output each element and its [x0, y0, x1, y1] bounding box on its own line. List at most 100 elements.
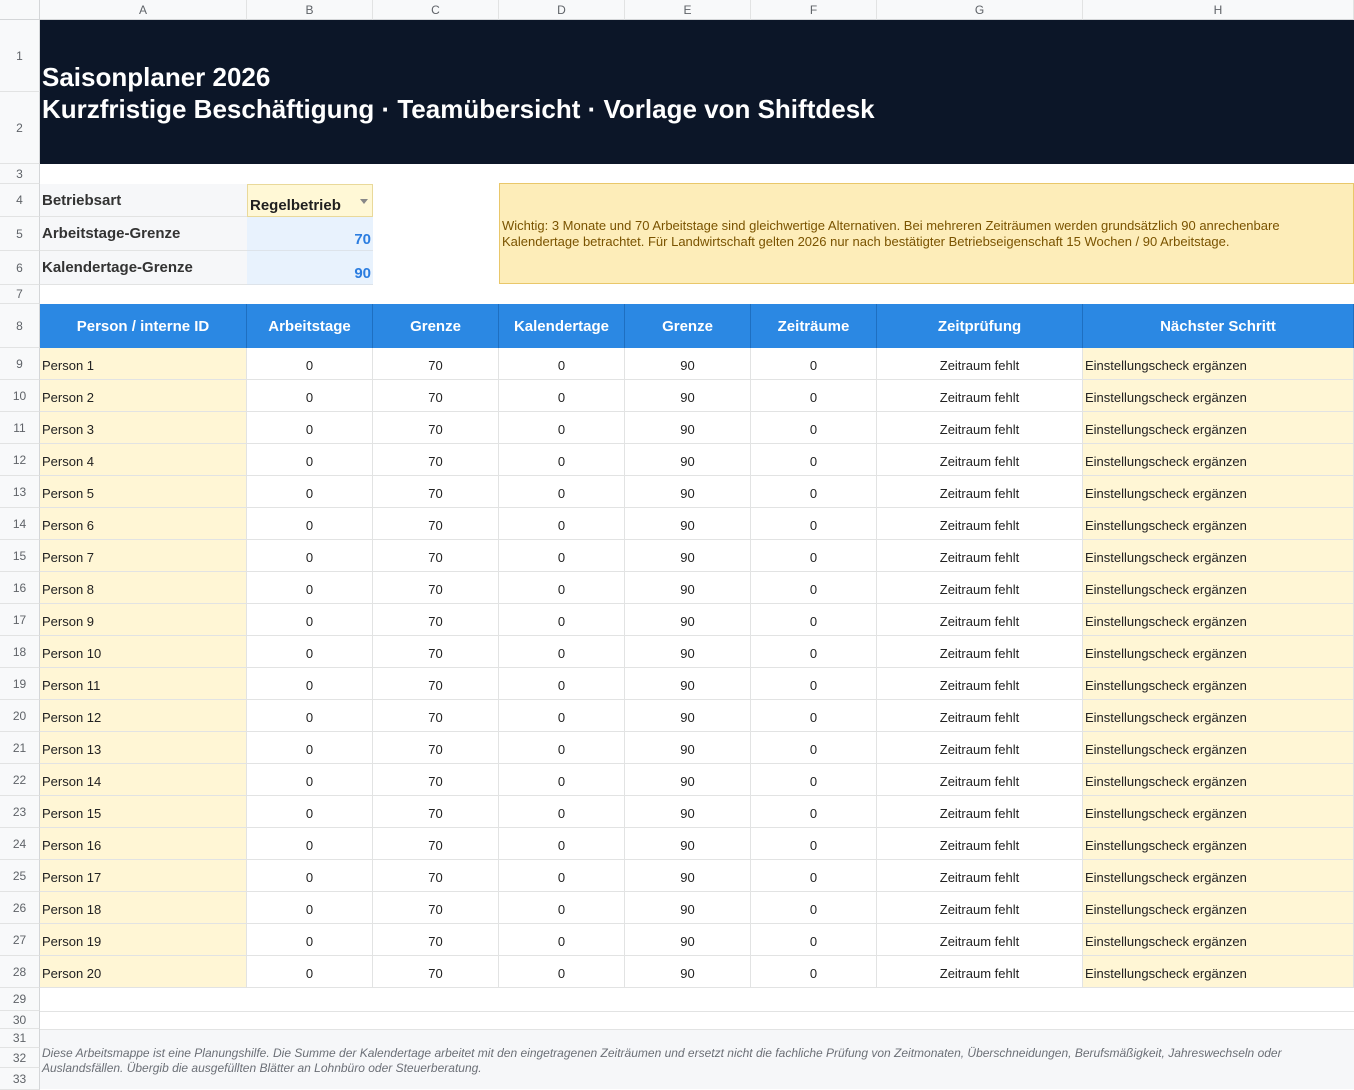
- zeitpruefung-cell[interactable]: Zeitraum fehlt: [877, 956, 1083, 988]
- table-header-b[interactable]: Arbeitstage: [247, 304, 373, 348]
- zeitpruefung-cell[interactable]: Zeitraum fehlt: [877, 412, 1083, 444]
- row-header-19[interactable]: 19: [0, 668, 40, 700]
- zeitpruefung-cell[interactable]: Zeitraum fehlt: [877, 604, 1083, 636]
- person-id-cell[interactable]: Person 2: [40, 380, 247, 412]
- arbeitstage-grenze-cell[interactable]: 70: [373, 700, 499, 732]
- kalendertage-cell[interactable]: 0: [499, 636, 625, 668]
- zeitpruefung-cell[interactable]: Zeitraum fehlt: [877, 732, 1083, 764]
- naechster-schritt-cell[interactable]: Einstellungscheck ergänzen: [1083, 572, 1354, 604]
- arbeitstage-grenze-cell[interactable]: 70: [373, 764, 499, 796]
- naechster-schritt-cell[interactable]: Einstellungscheck ergänzen: [1083, 380, 1354, 412]
- naechster-schritt-cell[interactable]: Einstellungscheck ergänzen: [1083, 668, 1354, 700]
- kalendertage-cell[interactable]: 0: [499, 476, 625, 508]
- select-all-corner[interactable]: [0, 0, 40, 20]
- naechster-schritt-cell[interactable]: Einstellungscheck ergänzen: [1083, 796, 1354, 828]
- zeitpruefung-cell[interactable]: Zeitraum fehlt: [877, 540, 1083, 572]
- row-header-18[interactable]: 18: [0, 636, 40, 668]
- kalendertage-cell[interactable]: 0: [499, 348, 625, 380]
- arbeitstage-grenze-value[interactable]: 70: [247, 217, 373, 251]
- kalendertage-cell[interactable]: 0: [499, 572, 625, 604]
- arbeitstage-cell[interactable]: 0: [247, 956, 373, 988]
- column-header-b[interactable]: B: [247, 0, 373, 20]
- row-header-24[interactable]: 24: [0, 828, 40, 860]
- betriebsart-dropdown[interactable]: Regelbetrieb: [247, 184, 373, 217]
- zeitraeume-cell[interactable]: 0: [751, 572, 877, 604]
- row-header-25[interactable]: 25: [0, 860, 40, 892]
- kalendertage-cell[interactable]: 0: [499, 604, 625, 636]
- kalendertage-grenze-cell[interactable]: 90: [625, 540, 751, 572]
- kalendertage-grenze-cell[interactable]: 90: [625, 380, 751, 412]
- kalendertage-cell[interactable]: 0: [499, 828, 625, 860]
- zeitraeume-cell[interactable]: 0: [751, 348, 877, 380]
- row-header-13[interactable]: 13: [0, 476, 40, 508]
- naechster-schritt-cell[interactable]: Einstellungscheck ergänzen: [1083, 732, 1354, 764]
- zeitraeume-cell[interactable]: 0: [751, 924, 877, 956]
- arbeitstage-grenze-cell[interactable]: 70: [373, 732, 499, 764]
- arbeitstage-cell[interactable]: 0: [247, 924, 373, 956]
- table-header-f[interactable]: Zeiträume: [751, 304, 877, 348]
- zeitraeume-cell[interactable]: 0: [751, 796, 877, 828]
- row-header-22[interactable]: 22: [0, 764, 40, 796]
- row-header-26[interactable]: 26: [0, 892, 40, 924]
- kalendertage-grenze-cell[interactable]: 90: [625, 348, 751, 380]
- row-header-3[interactable]: 3: [0, 164, 40, 184]
- arbeitstage-grenze-cell[interactable]: 70: [373, 604, 499, 636]
- row-header-2[interactable]: 2: [0, 92, 40, 164]
- naechster-schritt-cell[interactable]: Einstellungscheck ergänzen: [1083, 828, 1354, 860]
- kalendertage-grenze-cell[interactable]: 90: [625, 412, 751, 444]
- arbeitstage-cell[interactable]: 0: [247, 892, 373, 924]
- zeitraeume-cell[interactable]: 0: [751, 604, 877, 636]
- zeitraeume-cell[interactable]: 0: [751, 540, 877, 572]
- naechster-schritt-cell[interactable]: Einstellungscheck ergänzen: [1083, 924, 1354, 956]
- arbeitstage-cell[interactable]: 0: [247, 604, 373, 636]
- arbeitstage-grenze-cell[interactable]: 70: [373, 348, 499, 380]
- arbeitstage-cell[interactable]: 0: [247, 348, 373, 380]
- arbeitstage-grenze-cell[interactable]: 70: [373, 924, 499, 956]
- kalendertage-grenze-cell[interactable]: 90: [625, 764, 751, 796]
- arbeitstage-cell[interactable]: 0: [247, 828, 373, 860]
- kalendertage-grenze-cell[interactable]: 90: [625, 508, 751, 540]
- person-id-cell[interactable]: Person 10: [40, 636, 247, 668]
- arbeitstage-grenze-cell[interactable]: 70: [373, 956, 499, 988]
- row-header-4[interactable]: 4: [0, 184, 40, 217]
- zeitpruefung-cell[interactable]: Zeitraum fehlt: [877, 348, 1083, 380]
- arbeitstage-grenze-cell[interactable]: 70: [373, 412, 499, 444]
- row-header-14[interactable]: 14: [0, 508, 40, 540]
- person-id-cell[interactable]: Person 18: [40, 892, 247, 924]
- zeitraeume-cell[interactable]: 0: [751, 828, 877, 860]
- zeitraeume-cell[interactable]: 0: [751, 668, 877, 700]
- column-header-f[interactable]: F: [751, 0, 877, 20]
- arbeitstage-grenze-cell[interactable]: 70: [373, 476, 499, 508]
- arbeitstage-cell[interactable]: 0: [247, 764, 373, 796]
- person-id-cell[interactable]: Person 11: [40, 668, 247, 700]
- kalendertage-grenze-cell[interactable]: 90: [625, 668, 751, 700]
- zeitraeume-cell[interactable]: 0: [751, 412, 877, 444]
- kalendertage-grenze-cell[interactable]: 90: [625, 828, 751, 860]
- zeitpruefung-cell[interactable]: Zeitraum fehlt: [877, 668, 1083, 700]
- arbeitstage-cell[interactable]: 0: [247, 860, 373, 892]
- column-header-g[interactable]: G: [877, 0, 1083, 20]
- zeitraeume-cell[interactable]: 0: [751, 764, 877, 796]
- arbeitstage-cell[interactable]: 0: [247, 476, 373, 508]
- zeitpruefung-cell[interactable]: Zeitraum fehlt: [877, 924, 1083, 956]
- row-header-32[interactable]: 32: [0, 1048, 40, 1068]
- naechster-schritt-cell[interactable]: Einstellungscheck ergänzen: [1083, 892, 1354, 924]
- naechster-schritt-cell[interactable]: Einstellungscheck ergänzen: [1083, 860, 1354, 892]
- zeitraeume-cell[interactable]: 0: [751, 476, 877, 508]
- kalendertage-cell[interactable]: 0: [499, 892, 625, 924]
- naechster-schritt-cell[interactable]: Einstellungscheck ergänzen: [1083, 412, 1354, 444]
- kalendertage-grenze-cell[interactable]: 90: [625, 444, 751, 476]
- zeitpruefung-cell[interactable]: Zeitraum fehlt: [877, 796, 1083, 828]
- person-id-cell[interactable]: Person 6: [40, 508, 247, 540]
- person-id-cell[interactable]: Person 17: [40, 860, 247, 892]
- kalendertage-cell[interactable]: 0: [499, 444, 625, 476]
- arbeitstage-grenze-cell[interactable]: 70: [373, 540, 499, 572]
- zeitpruefung-cell[interactable]: Zeitraum fehlt: [877, 444, 1083, 476]
- row-header-11[interactable]: 11: [0, 412, 40, 444]
- row-header-27[interactable]: 27: [0, 924, 40, 956]
- naechster-schritt-cell[interactable]: Einstellungscheck ergänzen: [1083, 540, 1354, 572]
- person-id-cell[interactable]: Person 3: [40, 412, 247, 444]
- row-header-6[interactable]: 6: [0, 251, 40, 285]
- row-header-20[interactable]: 20: [0, 700, 40, 732]
- row-header-9[interactable]: 9: [0, 348, 40, 380]
